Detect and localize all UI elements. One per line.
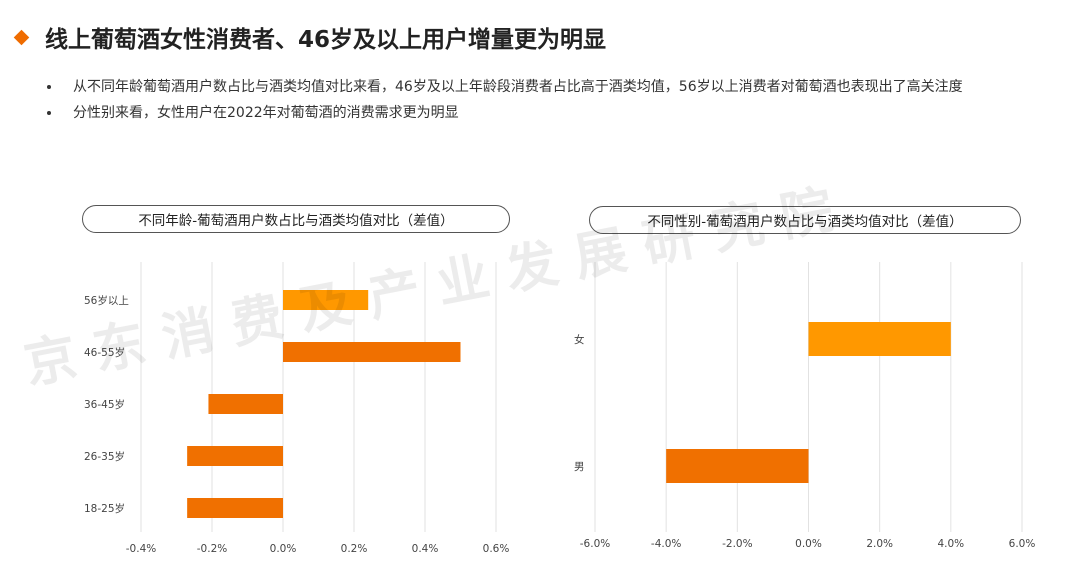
gender-tick-label: -6.0% <box>580 538 610 550</box>
age-bar <box>187 446 283 466</box>
age-bar <box>187 498 283 518</box>
bullet-item: 分性别来看，女性用户在2022年对葡萄酒的消费需求更为明显 <box>40 100 1050 126</box>
gender-bar <box>808 322 951 356</box>
gender-tick-label: 2.0% <box>866 538 893 550</box>
age-tick-label: -0.2% <box>197 543 227 555</box>
gender-category-label: 女 <box>574 333 585 346</box>
age-category-label: 46-55岁 <box>84 346 125 359</box>
gender-category-label: 男 <box>574 461 585 473</box>
age-tick-label: 0.2% <box>341 543 368 555</box>
age-tick-label: 0.6% <box>483 543 510 555</box>
gender-tick-label: 0.0% <box>795 538 822 550</box>
age-chart-title: 不同年龄-葡萄酒用户数占比与酒类均值对比（差值） <box>82 205 510 233</box>
age-tick-label: 0.4% <box>412 543 439 555</box>
age-bar <box>208 394 283 414</box>
gender-tick-label: -4.0% <box>651 538 681 550</box>
gender-tick-label: -2.0% <box>722 538 752 550</box>
gender-tick-label: 4.0% <box>937 538 964 550</box>
gender-chart-title: 不同性别-葡萄酒用户数占比与酒类均值对比（差值） <box>589 206 1021 234</box>
age-category-label: 26-35岁 <box>84 450 125 463</box>
age-category-label: 18-25岁 <box>84 502 125 515</box>
header: 线上葡萄酒女性消费者、46岁及以上用户增量更为明显 <box>13 20 607 54</box>
bullet-list: 从不同年龄葡萄酒用户数占比与酒类均值对比来看，46岁及以上年龄段消费者占比高于酒… <box>40 74 1050 126</box>
age-tick-label: 0.0% <box>270 543 297 555</box>
age-category-label: 56岁以上 <box>84 294 129 307</box>
age-bar <box>283 290 369 310</box>
age-category-label: 36-45岁 <box>84 398 125 411</box>
age-tick-label: -0.4% <box>126 543 156 555</box>
page-title: 线上葡萄酒女性消费者、46岁及以上用户增量更为明显 <box>45 27 607 53</box>
bullet-item: 从不同年龄葡萄酒用户数占比与酒类均值对比来看，46岁及以上年龄段消费者占比高于酒… <box>40 74 1050 100</box>
gender-tick-label: 6.0% <box>1009 538 1036 550</box>
age-bar <box>283 342 461 362</box>
gender-bar <box>666 449 809 483</box>
